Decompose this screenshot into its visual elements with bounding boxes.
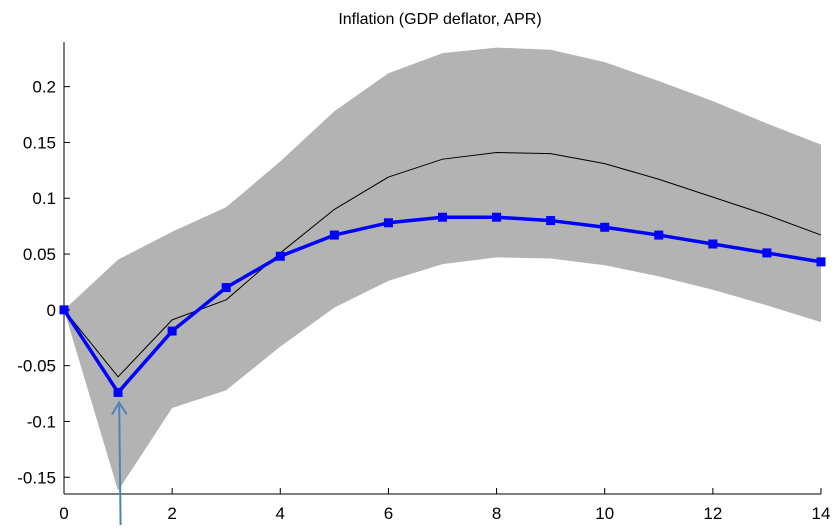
- y-tick-label: 0.15: [23, 133, 56, 152]
- x-tick-label: 14: [812, 504, 831, 523]
- data-point: [600, 222, 610, 232]
- data-point: [113, 387, 123, 397]
- data-point: [383, 218, 393, 228]
- data-point: [546, 216, 556, 226]
- x-tick-label: 0: [59, 504, 68, 523]
- arrow-shaft: [118, 402, 122, 530]
- arrow-head: [111, 400, 128, 416]
- data-point: [329, 230, 339, 240]
- data-point: [59, 305, 69, 315]
- data-point: [275, 251, 285, 261]
- x-tick-label: 8: [492, 504, 501, 523]
- y-tick-label: 0.05: [23, 245, 56, 264]
- data-point: [221, 283, 231, 293]
- data-point: [816, 257, 826, 267]
- y-tick-label: -0.1: [27, 412, 56, 431]
- y-tick-label: 0.2: [32, 78, 56, 97]
- confidence-band: [64, 47, 821, 491]
- data-point: [167, 326, 177, 336]
- x-tick-label: 6: [384, 504, 393, 523]
- data-point: [438, 212, 447, 222]
- series-line-1: [63, 151, 822, 378]
- y-tick-label: 0.1: [32, 189, 56, 208]
- y-tick-label: 0: [47, 301, 56, 320]
- data-point: [762, 248, 772, 258]
- x-tick-label: 2: [167, 504, 176, 523]
- x-tick-label: 12: [703, 504, 722, 523]
- chart-title: Inflation (GDP deflator, APR): [338, 11, 541, 28]
- x-tick-label: 4: [276, 504, 285, 523]
- annotation-arrow: [111, 400, 128, 530]
- x-tick-label: 10: [595, 504, 614, 523]
- y-tick-label: -0.15: [17, 468, 56, 487]
- data-point: [492, 212, 502, 222]
- data-point: [708, 239, 718, 249]
- data-point: [654, 230, 664, 240]
- y-tick-label: -0.05: [17, 357, 56, 376]
